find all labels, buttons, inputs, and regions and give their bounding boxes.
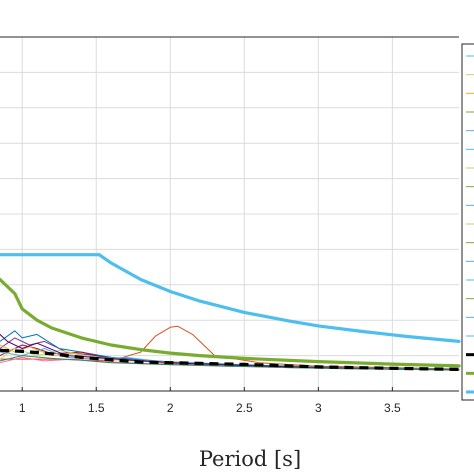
series-line <box>0 348 460 371</box>
x-tick-label: 3.5 <box>384 401 401 415</box>
legend <box>461 43 474 401</box>
series-line <box>0 277 461 368</box>
x-tick-label: 3 <box>315 401 322 415</box>
x-tick-labels: 1 1.5 2 2.5 3 3.5 <box>19 401 401 415</box>
axes-box <box>0 36 459 392</box>
x-tick-label: 2 <box>167 401 174 415</box>
series-line <box>0 253 461 343</box>
grid-lines <box>0 37 459 391</box>
x-tick-label: 1 <box>19 401 26 415</box>
x-axis-label: Period [s] <box>199 447 301 471</box>
x-tick-label: 2.5 <box>236 401 253 415</box>
legend-box <box>461 43 474 401</box>
x-tick-label: 1.5 <box>88 401 105 415</box>
series-lines <box>0 253 461 371</box>
series-line <box>0 355 460 371</box>
